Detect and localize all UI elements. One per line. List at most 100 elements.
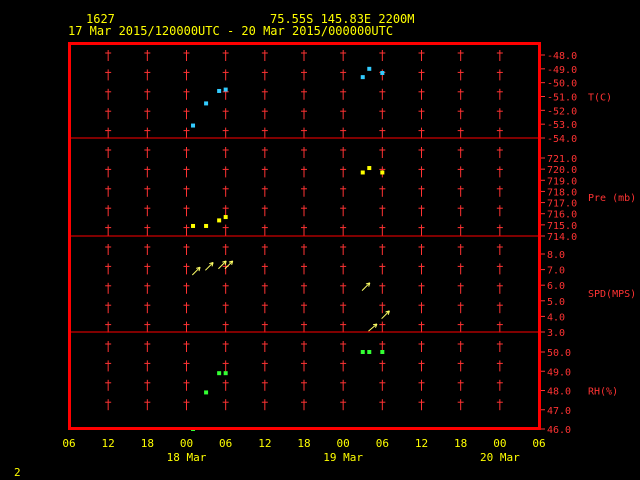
y-tick-label: 721.0 [547,154,577,165]
y-tick-label: 718.0 [547,187,577,198]
wind-arrow [381,310,390,320]
x-tick-label: 00 [180,437,193,450]
y-tick-label: 4.0 [547,312,565,323]
y-axis-ticks: -48.0 -49.0 -50.0 -51.0 -52.0 -53.0 -54.0 721.0… [539,51,577,436]
y-tick-label: -49.0 [547,65,577,76]
y-tick-label: 8.0 [547,250,565,261]
y-tick-label: 47.0 [547,406,571,417]
panel-label-temp: T(C) [588,93,612,104]
wind-arrow-head [372,323,378,326]
x-tick-label: 00 [493,437,506,450]
wind-arrow-head [198,267,201,272]
wind-arrow [361,282,371,291]
wind-arrow [368,323,378,332]
wind-arrow-head [211,262,214,267]
wind-arrow-head [375,323,378,328]
wind-arrow-head [387,310,390,315]
data-point-temp [217,88,222,93]
wind-arrow [205,262,214,271]
wind-arrow [218,260,227,270]
y-tick-label: 719.0 [547,176,577,187]
data-point-temp [223,87,228,92]
grid-crosses [105,50,503,411]
data-point-rh [367,350,372,354]
data-point-rh [360,350,365,354]
y-tick-label: 3.0 [547,328,565,339]
wind-arrow-head [385,310,390,313]
data-points [191,66,390,431]
wind-arrow-shaft [361,282,371,291]
data-point-rh [204,390,209,395]
x-tick-label: 18 [454,437,467,450]
panel-label-rh: RH(%) [588,387,618,398]
panel-label-pres: Pre (mb) [588,193,636,204]
wind-arrow-head [365,282,370,285]
y-tick-label: -52.0 [547,106,577,117]
wind-arrow-head [228,260,233,263]
x-tick-label: 06 [62,437,75,450]
data-point-pres [223,215,228,220]
wind-arrow-shaft [218,260,227,270]
x-tick-label: 00 [337,437,350,450]
panel-labels: T(C) Pre (mb) SPD(MPS) RH(%) [588,93,636,398]
data-point-temp [367,66,372,71]
wind-arrow [191,266,201,276]
y-tick-label: 49.0 [547,367,571,378]
panel-dividers [69,137,539,333]
wind-arrow-head [222,260,227,263]
panel-label-spd: SPD(MPS) [588,289,636,300]
x-tick-label: 12 [102,437,115,450]
y-tick-label: 714.0 [547,232,577,243]
wind-arrow-shaft [205,262,214,271]
time-range: 17 Mar 2015/120000UTC - 20 Mar 2015/0000… [68,24,393,38]
wind-arrow-head [224,260,227,265]
x-tick-label: 12 [415,437,428,450]
data-point-pres [360,170,365,175]
data-point-rh [380,350,385,354]
data-point-temp [360,75,365,80]
station-location: 75.55S 145.83E 2200M [270,12,415,26]
y-tick-label: 720.0 [547,165,577,176]
wind-arrow [224,260,234,270]
wind-arrow-head [209,262,214,265]
y-tick-label: -50.0 [547,79,577,90]
x-tick-label: 18 [141,437,154,450]
station-id: 1627 [86,12,115,26]
x-date-label: 18 Mar [167,451,207,464]
x-tick-label: 18 [297,437,310,450]
data-point-rh [217,371,222,376]
x-tick-label: 06 [376,437,389,450]
y-tick-label: 716.0 [547,210,577,221]
wind-arrow-head [231,260,234,265]
y-tick-label: 48.0 [547,387,571,398]
data-point-pres [380,170,385,175]
wind-arrow-shaft [224,260,234,270]
data-point-pres [217,218,222,223]
data-point-temp [380,70,385,75]
data-point-rh [223,371,228,376]
wind-arrow-head [368,282,371,287]
data-point-pres [191,223,196,228]
wind-arrow-shaft [381,310,390,320]
y-tick-label: 5.0 [547,297,565,308]
data-point-temp [204,101,209,106]
wind-arrow-shaft [368,323,378,332]
y-tick-label: -48.0 [547,51,577,62]
chart-frame [68,42,541,430]
y-tick-label: 50.0 [547,348,571,359]
x-date-label: 20 Mar [480,451,520,464]
data-point-temp [191,123,196,128]
data-point-pres [367,166,372,171]
wind-arrow-head [196,266,201,269]
data-point-pres [204,223,209,228]
x-tick-label: 12 [258,437,271,450]
y-tick-label: -53.0 [547,120,577,131]
x-date-label: 19 Mar [323,451,363,464]
y-tick-label: 46.0 [547,425,571,436]
x-axis: 06 12 18 00 06 12 18 00 06 12 18 00 06 18 Mar 19 Mar 20… [62,437,545,464]
y-tick-label: -54.0 [547,134,577,145]
x-tick-label: 06 [219,437,232,450]
y-tick-label: 715.0 [547,221,577,232]
page-number: 2 [14,466,21,479]
